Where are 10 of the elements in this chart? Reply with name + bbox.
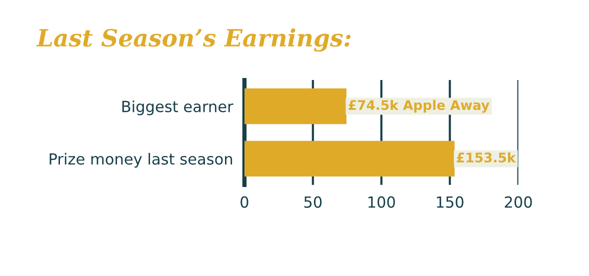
y-tick-label: Biggest earner: [122, 100, 234, 116]
x-tick-label: 200: [504, 196, 532, 208]
y-tick-label: Prize money last season: [50, 152, 232, 168]
x-tick-label: 50: [304, 196, 322, 208]
x-tick-label: 100: [368, 196, 395, 208]
data-label: £153.5k: [456, 152, 516, 163]
chart-title: Last Season’s Earnings:: [36, 28, 351, 52]
data-label: £74.5k Apple Away: [348, 100, 490, 113]
x-tick-label: 0: [240, 196, 248, 208]
x-tick-label: 150: [436, 196, 464, 208]
